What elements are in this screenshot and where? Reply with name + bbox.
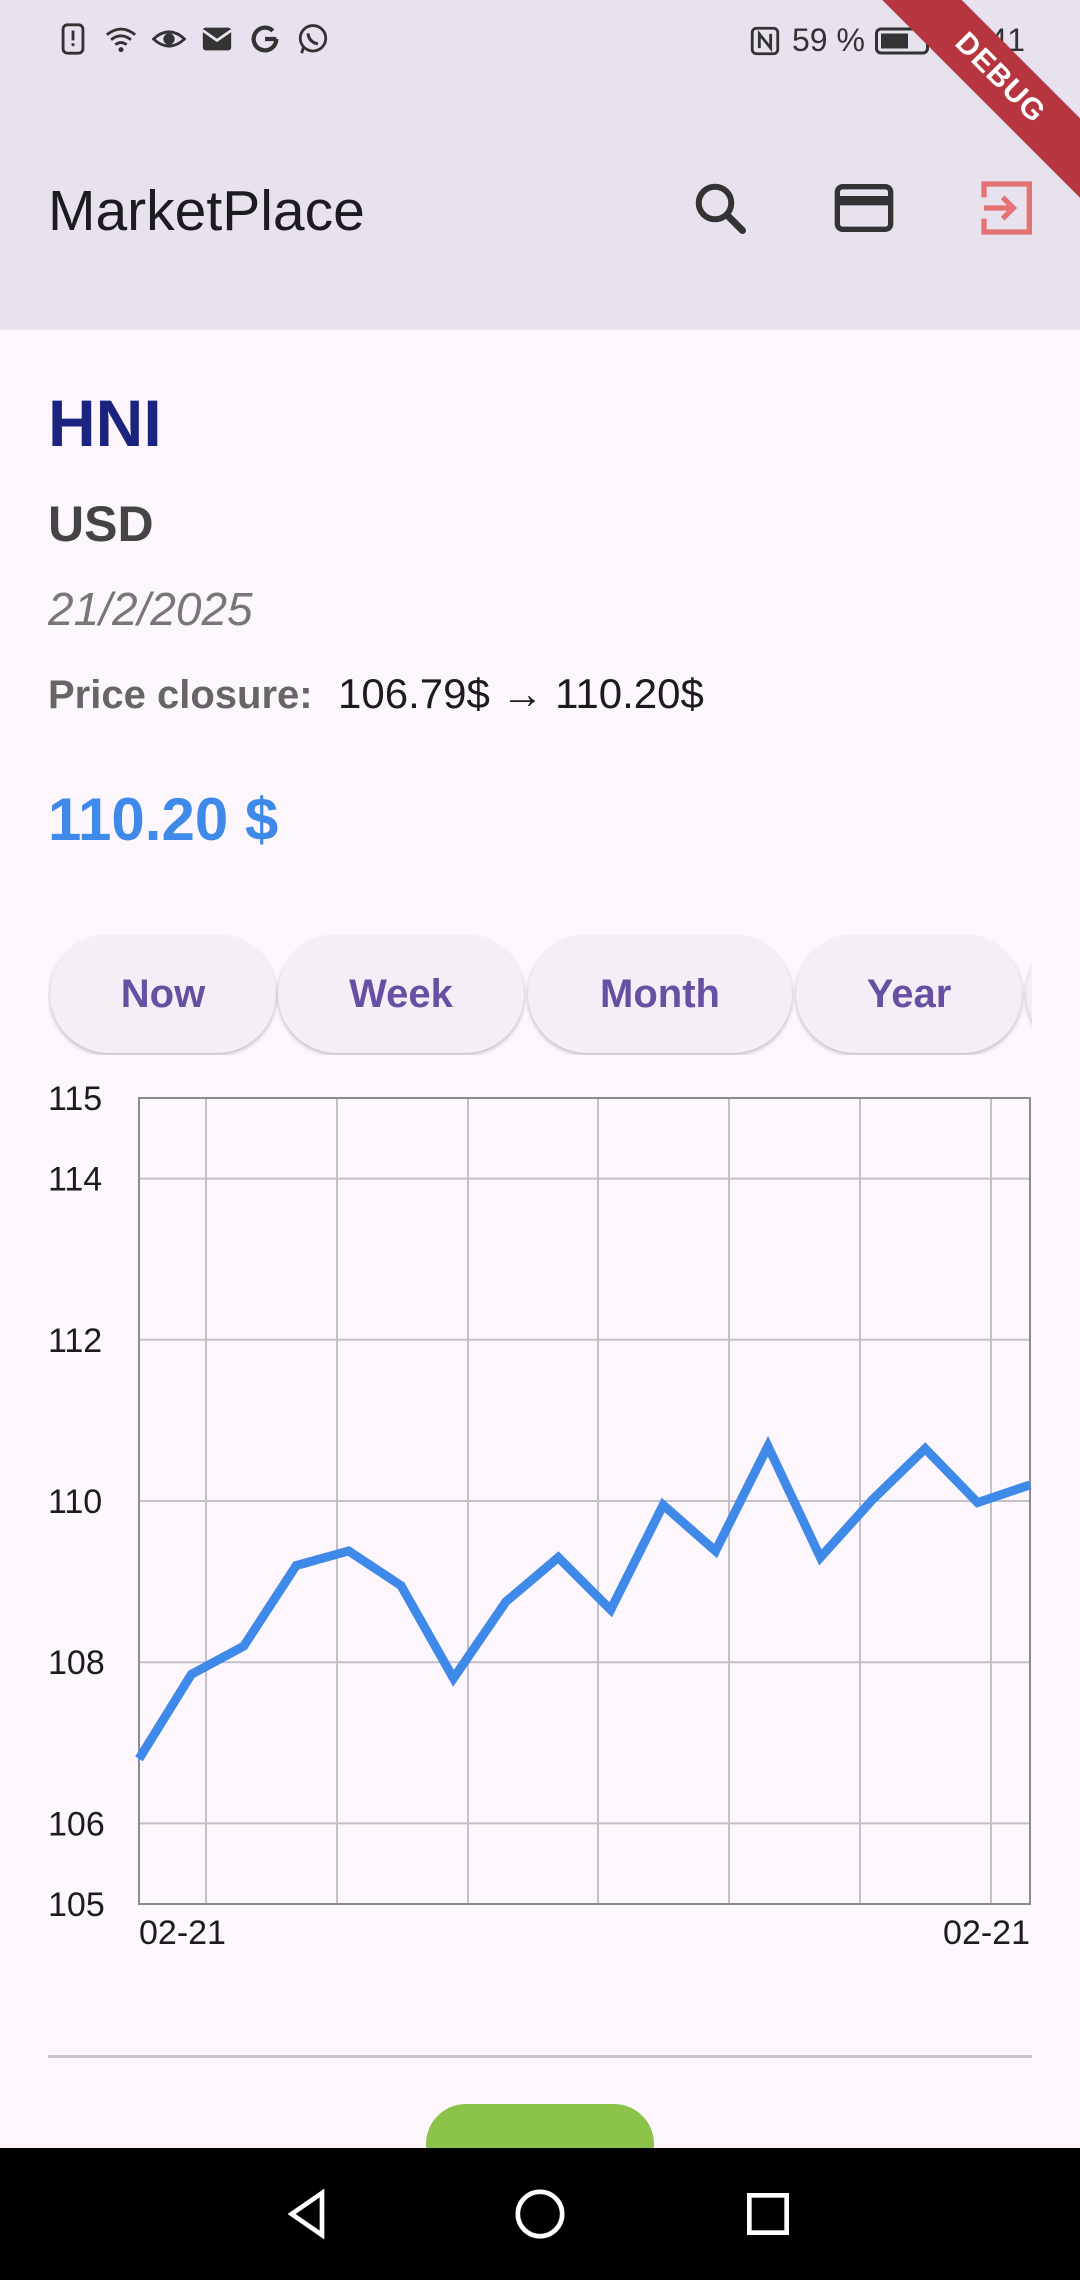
range-selector: Now Week Month Year	[48, 935, 1032, 1055]
app-title: MarketPlace	[48, 179, 365, 243]
logout-icon	[981, 181, 1032, 235]
range-week-chip[interactable]: Week	[278, 935, 524, 1053]
whatsapp-icon	[298, 24, 328, 54]
recents-icon	[747, 2193, 789, 2235]
wifi-icon	[105, 27, 137, 53]
credit-card-icon	[834, 184, 894, 232]
cards-button[interactable]	[824, 168, 904, 248]
price-closure-label: Price closure:	[48, 673, 313, 717]
range-year-chip[interactable]: Year	[796, 935, 1022, 1053]
navigation-bar	[0, 2148, 1080, 2280]
back-button[interactable]	[268, 2178, 348, 2250]
home-icon	[515, 2189, 565, 2239]
current-price: 110.20 $	[48, 786, 279, 853]
nfc-icon	[750, 26, 780, 55]
range-more-chip[interactable]	[1026, 935, 1032, 1053]
range-month-chip[interactable]: Month	[528, 935, 792, 1053]
stock-date: 21/2/2025	[48, 583, 253, 635]
divider	[48, 2055, 1032, 2058]
y-tick-label: 108	[48, 1644, 105, 1682]
stock-currency: USD	[48, 496, 154, 552]
battery-percent: 59 %	[791, 22, 865, 58]
x-tick-label-end: 02-21	[943, 1914, 1030, 1952]
home-button[interactable]	[500, 2178, 580, 2250]
price-closure-value: 106.79$ → 110.20$	[338, 670, 704, 717]
range-now-chip[interactable]: Now	[50, 935, 276, 1053]
y-tick-label: 106	[48, 1805, 105, 1843]
recents-button[interactable]	[728, 2178, 808, 2250]
y-tick-label: 114	[48, 1161, 102, 1199]
x-tick-label-start: 02-21	[139, 1914, 226, 1952]
google-icon	[251, 25, 279, 53]
mail-icon	[202, 27, 232, 51]
stock-ticker: HNI	[48, 386, 162, 460]
y-tick-label: 105	[48, 1886, 105, 1924]
y-tick-label: 115	[48, 1080, 102, 1118]
y-tick-label: 110	[48, 1483, 102, 1521]
logout-button[interactable]	[968, 168, 1048, 248]
plot-border	[138, 1097, 1031, 1905]
price-line	[135, 1435, 1032, 1762]
alert-icon	[61, 23, 85, 55]
notification-icons	[56, 22, 330, 56]
price-chart: 105 106 108 110 112 114 115 02-21 02-21	[48, 1080, 1032, 1952]
app-bar: MarketPlace	[0, 90, 1080, 330]
eye-icon	[152, 30, 186, 48]
back-icon	[287, 2188, 325, 2240]
search-button[interactable]	[680, 168, 760, 248]
y-tick-label: 112	[48, 1322, 102, 1360]
search-icon	[695, 183, 746, 234]
